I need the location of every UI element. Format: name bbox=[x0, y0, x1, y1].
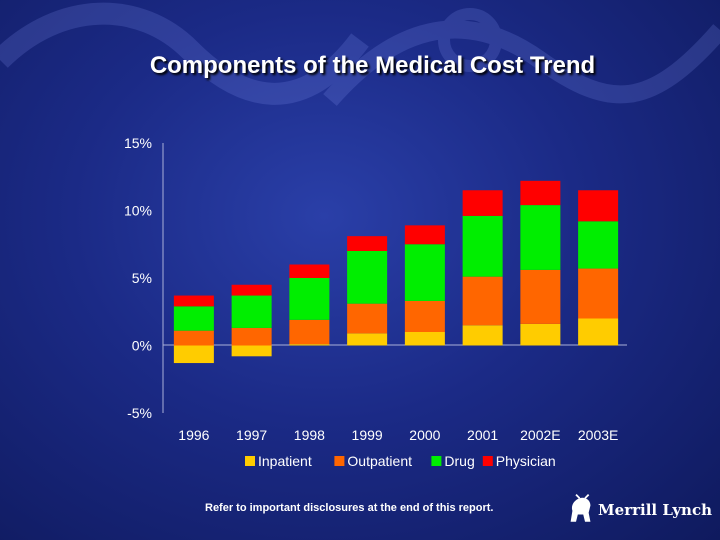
x-tick-label: 1999 bbox=[352, 427, 383, 443]
bar-segment-drug-2002e bbox=[520, 205, 561, 270]
stacked-bar-chart: 15% 10% 5% 0% -5% 1996 1997 1998 1999 2000 2001 20… bbox=[124, 135, 627, 469]
y-tick-label: 10% bbox=[124, 203, 152, 219]
bar-segment-physician-2002e bbox=[520, 180, 561, 206]
bar-segment-inpatient-1999 bbox=[347, 333, 388, 346]
bar-segment-inpatient-2001 bbox=[462, 325, 503, 346]
logo-wordmark: Merrill Lynch bbox=[598, 501, 712, 519]
legend-label-inpatient: Inpatient bbox=[258, 453, 312, 469]
x-tick-labels: 1996 1997 1998 1999 2000 2001 2002E 2003E bbox=[178, 427, 618, 443]
x-tick-label: 2003E bbox=[578, 427, 618, 443]
bar-segment-outpatient-2002e bbox=[520, 269, 561, 324]
bar-segment-inpatient-2000 bbox=[404, 332, 445, 346]
bar-segment-outpatient-2001 bbox=[462, 276, 503, 326]
bar-segment-inpatient-1996 bbox=[173, 345, 214, 364]
bar-segment-outpatient-1997 bbox=[231, 327, 272, 346]
chart-title: Components of the Medical Cost Trend bbox=[149, 52, 596, 79]
bar-segment-drug-2000 bbox=[404, 244, 445, 301]
merrill-lynch-logo: Merrill Lynch bbox=[567, 492, 712, 528]
bar-segment-physician-1997 bbox=[231, 284, 272, 296]
y-tick-labels: 15% 10% 5% 0% -5% bbox=[124, 135, 152, 421]
bar-segment-drug-2001 bbox=[462, 215, 503, 277]
legend-swatch-inpatient bbox=[245, 456, 255, 466]
legend-swatch-drug bbox=[431, 456, 442, 466]
bar-segment-outpatient-1998 bbox=[289, 319, 330, 345]
bar-segment-drug-1998 bbox=[289, 278, 330, 320]
bar-segment-inpatient-1997 bbox=[231, 345, 272, 357]
legend-label-physician: Physician bbox=[496, 453, 556, 469]
bar-segment-physician-2003e bbox=[578, 190, 619, 222]
background-swirl-decoration bbox=[0, 2, 720, 106]
bar-segment-drug-1997 bbox=[231, 295, 272, 328]
x-tick-label: 1997 bbox=[236, 427, 267, 443]
bar-segment-inpatient-2003e bbox=[578, 318, 619, 346]
x-tick-label: 2001 bbox=[467, 427, 498, 443]
bar-segment-physician-1998 bbox=[289, 264, 330, 278]
bar-segment-drug-1996 bbox=[173, 306, 214, 331]
bar-segment-inpatient-1998 bbox=[289, 344, 330, 346]
legend-label-outpatient: Outpatient bbox=[347, 453, 412, 469]
legend-swatch-outpatient bbox=[334, 456, 345, 466]
bar-segment-physician-1996 bbox=[173, 295, 214, 307]
x-tick-label: 1996 bbox=[178, 427, 209, 443]
bar-segment-outpatient-1999 bbox=[347, 303, 388, 334]
bars-group bbox=[173, 180, 619, 364]
legend-label-drug: Drug bbox=[444, 453, 474, 469]
bar-segment-drug-1999 bbox=[347, 251, 388, 304]
bar-segment-outpatient-1996 bbox=[173, 330, 214, 346]
bar-segment-outpatient-2003e bbox=[578, 268, 619, 319]
bar-segment-inpatient-2002e bbox=[520, 323, 561, 346]
legend-swatch-physician bbox=[482, 456, 493, 466]
x-tick-label: 1998 bbox=[294, 427, 325, 443]
legend: Inpatient Outpatient Drug Physician bbox=[245, 453, 556, 469]
y-tick-label: 15% bbox=[124, 135, 152, 151]
y-tick-label: -5% bbox=[127, 405, 152, 421]
x-tick-label: 2002E bbox=[520, 427, 560, 443]
bar-segment-physician-1999 bbox=[347, 236, 388, 251]
disclosure-note: Refer to important disclosures at the en… bbox=[205, 502, 494, 514]
bar-segment-drug-2003e bbox=[578, 221, 619, 269]
bar-segment-physician-2001 bbox=[462, 190, 503, 216]
y-tick-label: 5% bbox=[132, 270, 152, 286]
x-tick-label: 2000 bbox=[409, 427, 440, 443]
bar-segment-outpatient-2000 bbox=[404, 300, 445, 332]
bar-segment-physician-2000 bbox=[404, 225, 445, 245]
bull-logo-icon bbox=[570, 494, 591, 522]
y-tick-label: 0% bbox=[132, 338, 152, 354]
